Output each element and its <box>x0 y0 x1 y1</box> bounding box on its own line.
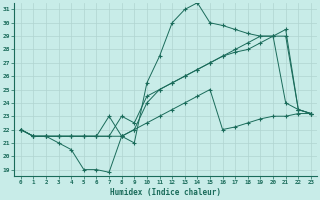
X-axis label: Humidex (Indice chaleur): Humidex (Indice chaleur) <box>110 188 221 197</box>
